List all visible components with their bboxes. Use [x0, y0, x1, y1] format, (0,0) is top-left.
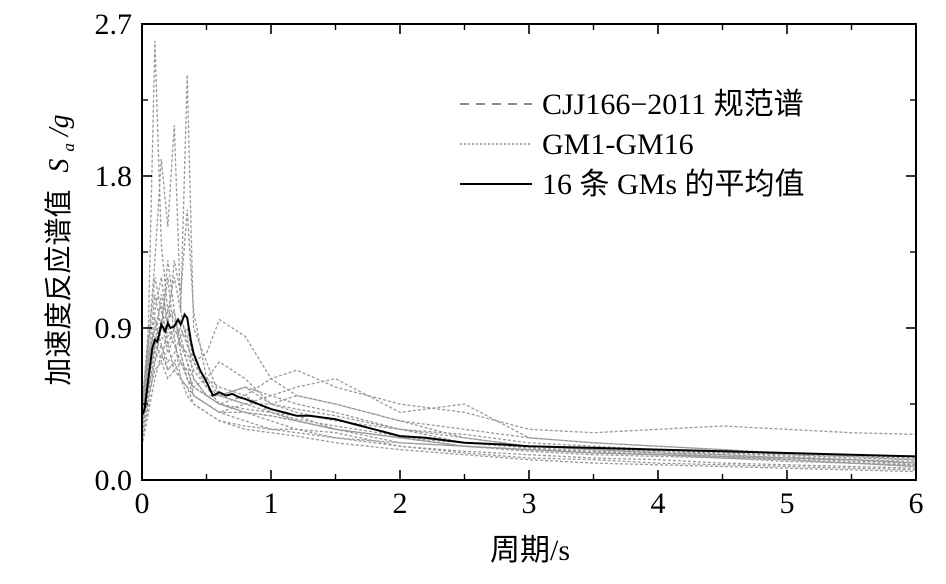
y-axis-label: 加速度反应谱值 S a /g: [43, 114, 81, 385]
y-tick-label: 0.9: [95, 312, 133, 345]
x-tick-label: 5: [780, 487, 795, 520]
gm-record-line-15: [141, 277, 917, 466]
tick-marks: [141, 23, 917, 481]
x-tick-label: 2: [393, 487, 408, 520]
legend-label-gm-records: GM1-GM16: [542, 128, 694, 161]
x-tick-label: 0: [135, 487, 150, 520]
x-tick-label: 1: [264, 487, 279, 520]
legend-label-mean: 16 条 GMs 的平均值: [542, 168, 805, 201]
y-tick-label: 0.0: [95, 464, 133, 497]
y-axis-label-prefix: 加速度反应谱值: [43, 190, 75, 386]
x-axis-label: 周期/s: [490, 534, 570, 567]
y-tick-label: 2.7: [95, 8, 133, 41]
gm-record-line-4: [141, 318, 917, 461]
gm-record-line-5: [141, 342, 917, 447]
gm-record-line-10: [141, 294, 917, 466]
gm-record-line-9: [141, 277, 917, 471]
gm-record-line-14: [141, 260, 917, 464]
x-tick-label: 3: [522, 487, 537, 520]
legend-label-code-spectrum: CJJ166−2011 规范谱: [542, 88, 804, 121]
tick-labels: 0 1 2 3 4 5 6 0.0 0.9 1.8 2.7: [95, 8, 924, 520]
mean-spectrum-line: [141, 312, 917, 458]
y-axis-label-suffix: /g: [44, 114, 75, 138]
x-tick-label: 6: [909, 487, 924, 520]
gm-record-lines: [141, 40, 917, 473]
gm-record-line-7: [141, 302, 917, 469]
legend: CJJ166−2011 规范谱 GM1-GM16 16 条 GMs 的平均值: [460, 88, 805, 201]
y-axis-label-subscript: a: [59, 143, 78, 152]
gm-record-line-11: [141, 317, 917, 459]
mean-spectrum-line-group: [141, 312, 917, 458]
y-axis-label-symbol: S: [44, 159, 75, 173]
x-tick-label: 4: [651, 487, 666, 520]
y-tick-label: 1.8: [95, 160, 133, 193]
gm-record-line-13: [141, 351, 917, 473]
